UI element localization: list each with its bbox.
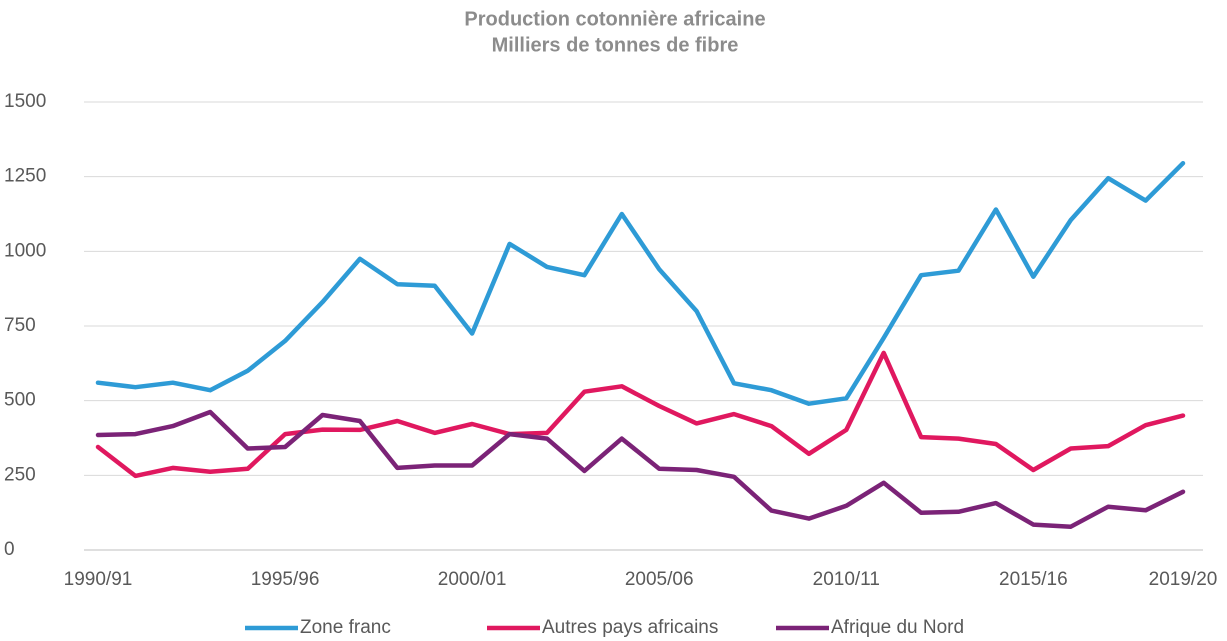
x-tick-label: 2000/01 bbox=[438, 569, 507, 590]
y-tick-label: 500 bbox=[4, 390, 36, 411]
chart-subtitle: Milliers de tonnes de fibre bbox=[492, 34, 739, 56]
x-tick-label: 2010/11 bbox=[813, 569, 880, 590]
legend-label: Afrique du Nord bbox=[831, 617, 964, 638]
y-tick-label: 1000 bbox=[4, 240, 46, 261]
legend-label: Autres pays africains bbox=[542, 617, 718, 638]
y-tick-label: 750 bbox=[4, 315, 36, 336]
y-tick-label: 1250 bbox=[4, 166, 46, 187]
series-line bbox=[95, 160, 1186, 406]
y-tick-label: 250 bbox=[4, 464, 36, 485]
y-tick-label: 0 bbox=[4, 539, 15, 560]
x-tick-label: 1995/96 bbox=[251, 569, 320, 590]
chart-title: Production cotonnière africaine bbox=[464, 8, 765, 30]
x-tick-label: 2015/16 bbox=[999, 569, 1068, 590]
x-tick-label: 2005/06 bbox=[625, 569, 694, 590]
series-line bbox=[95, 350, 1186, 479]
series-line bbox=[95, 409, 1186, 529]
legend-label: Zone franc bbox=[300, 617, 391, 638]
x-tick-label: 1990/91 bbox=[64, 569, 133, 590]
x-tick-label: 2019/20 bbox=[1149, 569, 1218, 590]
y-tick-label: 1500 bbox=[4, 91, 46, 112]
